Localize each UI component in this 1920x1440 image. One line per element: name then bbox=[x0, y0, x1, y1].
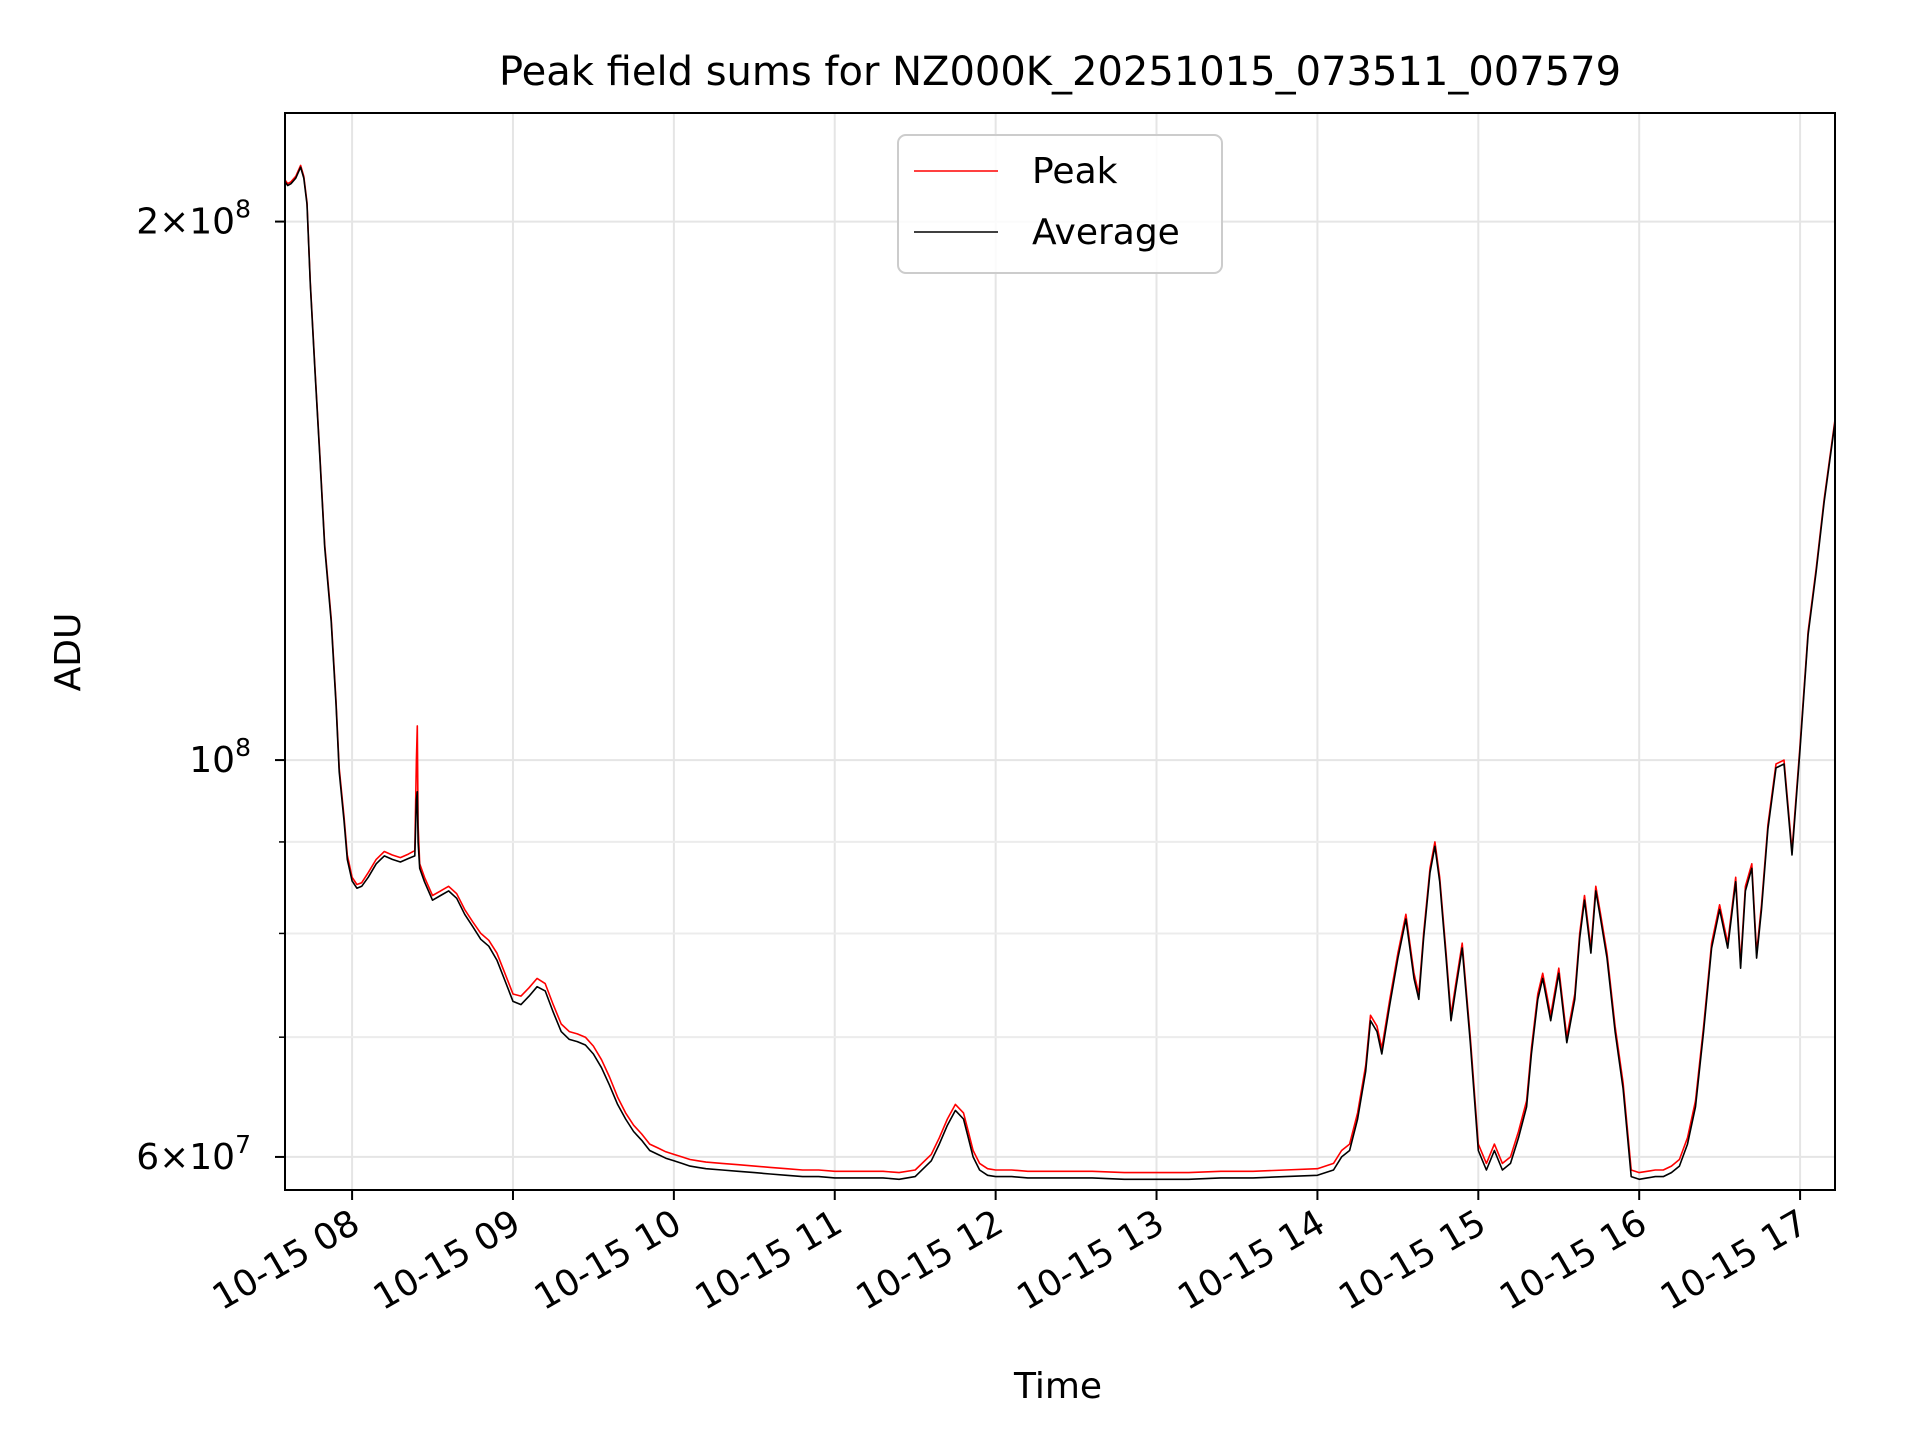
y-tick-label: 6×107 bbox=[136, 1130, 251, 1178]
series-group bbox=[284, 164, 1836, 1181]
chart-title: Peak field sums for NZ000K_20251015_0735… bbox=[499, 49, 1621, 95]
plot-frame bbox=[284, 112, 1836, 1191]
legend: Peak Average bbox=[897, 134, 1223, 274]
legend-peak-label: Peak bbox=[1032, 151, 1118, 192]
y-tick-label: 2×108 bbox=[136, 195, 251, 243]
legend-average-label: Average bbox=[1032, 212, 1180, 253]
series-line-average bbox=[284, 166, 1836, 1181]
x-axis-label: Time bbox=[1013, 1366, 1102, 1407]
legend-box bbox=[897, 134, 1223, 274]
grid bbox=[285, 113, 1835, 1190]
y-tick-label: 108 bbox=[189, 733, 251, 781]
y-axis: 6×107 108 2×108 bbox=[136, 195, 285, 1178]
y-axis-label: ADU bbox=[48, 613, 89, 692]
